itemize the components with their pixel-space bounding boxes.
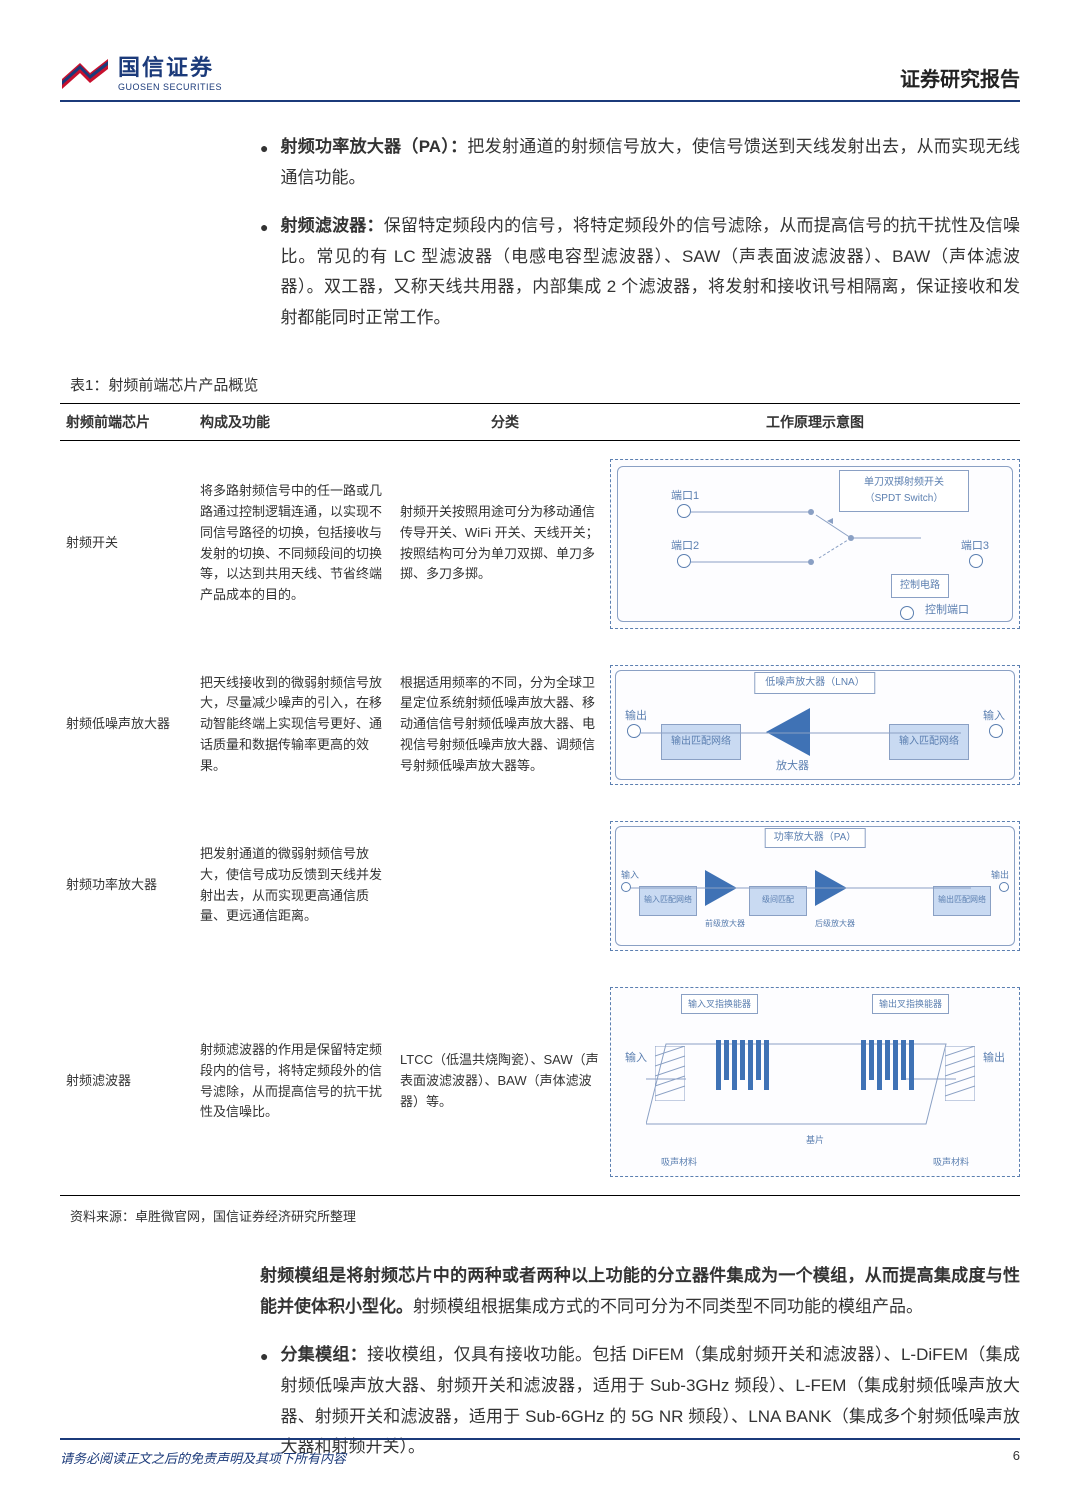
bullet-text: 射频滤波器：保留特定频段内的信号，将特定频段外的信号滤除，从而提高信号的抗干扰性… <box>280 211 1020 333</box>
report-title: 证券研究报告 <box>900 63 1020 92</box>
top-bullets: ● 射频功率放大器（PA）：把发射通道的射频信号放大，使信号馈送到天线发射出去，… <box>60 132 1020 334</box>
row-func: 把发射通道的微弱射频信号放大，使信号成功反馈到天线并发射出去，从而实现更高通信质… <box>200 844 400 927</box>
th-func: 构成及功能 <box>200 412 400 432</box>
logo-text-cn: 国信证券 <box>118 50 222 82</box>
row-diagram: 输入叉指换能器 输出叉指换能器 输入 输出 <box>610 987 1020 1177</box>
table-source: 资料来源：卓胜微官网，国信证券经济研究所整理 <box>60 1206 1020 1225</box>
row-cat: 根据适用频率的不同，分为全球卫星定位系统射频低噪声放大器、移动通信信号射频低噪声… <box>400 673 610 777</box>
table-row: 射频低噪声放大器 把天线接收到的微弱射频信号放大，尽量减少噪声的引入，在移动智能… <box>60 647 1020 803</box>
row-name: 射频低噪声放大器 <box>60 714 200 735</box>
table-caption: 表1：射频前端芯片产品概览 <box>60 374 1020 395</box>
bullet-item: ● 射频滤波器：保留特定频段内的信号，将特定频段外的信号滤除，从而提高信号的抗干… <box>260 211 1020 333</box>
logo-icon <box>60 51 110 91</box>
row-name: 射频开关 <box>60 533 200 554</box>
disclaimer-text: 请务必阅读正文之后的免责声明及其项下所有内容 <box>60 1448 346 1467</box>
pa-diagram: 功率放大器（PA） 输入 输出 输入匹配网络 前级放大器 级间匹配 后级放大器 … <box>610 821 1020 951</box>
page-footer: 请务必阅读正文之后的免责声明及其项下所有内容 6 <box>60 1438 1020 1467</box>
row-func: 将多路射频信号中的任一路或几路通过控制逻辑连通，以实现不同信号路径的切换，包括接… <box>200 481 400 606</box>
logo-text-en: GUOSEN SECURITIES <box>118 82 222 92</box>
row-cat: 射频开关按照用途可分为移动通信传导开关、WiFi 开关、天线开关；按照结构可分为… <box>400 502 610 585</box>
table-row: 射频功率放大器 把发射通道的微弱射频信号放大，使信号成功反馈到天线并发射出去，从… <box>60 803 1020 969</box>
logo-block: 国信证券 GUOSEN SECURITIES <box>60 50 222 92</box>
th-chip: 射频前端芯片 <box>60 412 200 432</box>
row-func: 射频滤波器的作用是保留特定频段内的信号，将特定频段外的信号滤除，从而提高信号的抗… <box>200 1040 400 1123</box>
bullet-dot-icon: ● <box>260 211 268 333</box>
row-diagram: 低噪声放大器（LNA） 输出 输入 输出匹配网络 放大器 输入匹配网络 <box>610 665 1020 785</box>
row-diagram: 单刀双掷射频开关 （SPDT Switch） 端口1 端口2 端口3 <box>610 459 1020 629</box>
filter-diagram: 输入叉指换能器 输出叉指换能器 输入 输出 <box>610 987 1020 1177</box>
table-row: 射频开关 将多路射频信号中的任一路或几路通过控制逻辑连通，以实现不同信号路径的切… <box>60 441 1020 647</box>
bottom-content: 射频模组是将射频芯片中的两种或者两种以上功能的分立器件集成为一个模组，从而提高集… <box>60 1260 1020 1463</box>
bullet-item: ● 射频功率放大器（PA）：把发射通道的射频信号放大，使信号馈送到天线发射出去，… <box>260 132 1020 193</box>
spdt-diagram: 单刀双掷射频开关 （SPDT Switch） 端口1 端口2 端口3 <box>610 459 1020 629</box>
module-para: 射频模组是将射频芯片中的两种或者两种以上功能的分立器件集成为一个模组，从而提高集… <box>260 1260 1020 1323</box>
page-number: 6 <box>1013 1448 1020 1467</box>
table-header-row: 射频前端芯片 构成及功能 分类 工作原理示意图 <box>60 404 1020 441</box>
row-cat: LTCC（低温共烧陶瓷）、SAW（声表面波滤波器）、BAW（声体滤波器）等。 <box>400 1050 610 1112</box>
lna-diagram: 低噪声放大器（LNA） 输出 输入 输出匹配网络 放大器 输入匹配网络 <box>610 665 1020 785</box>
table-row: 射频滤波器 射频滤波器的作用是保留特定频段内的信号，将特定频段外的信号滤除，从而… <box>60 969 1020 1195</box>
bullet-dot-icon: ● <box>260 132 268 193</box>
row-func: 把天线接收到的微弱射频信号放大，尽量减少噪声的引入，在移动智能终端上实现信号更好… <box>200 673 400 777</box>
table-block: 射频前端芯片 构成及功能 分类 工作原理示意图 射频开关 将多路射频信号中的任一… <box>60 403 1020 1196</box>
page-header: 国信证券 GUOSEN SECURITIES 证券研究报告 <box>60 50 1020 102</box>
row-name: 射频功率放大器 <box>60 875 200 896</box>
th-cat: 分类 <box>400 412 610 432</box>
row-name: 射频滤波器 <box>60 1071 200 1092</box>
row-diagram: 功率放大器（PA） 输入 输出 输入匹配网络 前级放大器 级间匹配 后级放大器 … <box>610 821 1020 951</box>
th-diag: 工作原理示意图 <box>610 412 1020 432</box>
bullet-text: 射频功率放大器（PA）：把发射通道的射频信号放大，使信号馈送到天线发射出去，从而… <box>280 132 1020 193</box>
